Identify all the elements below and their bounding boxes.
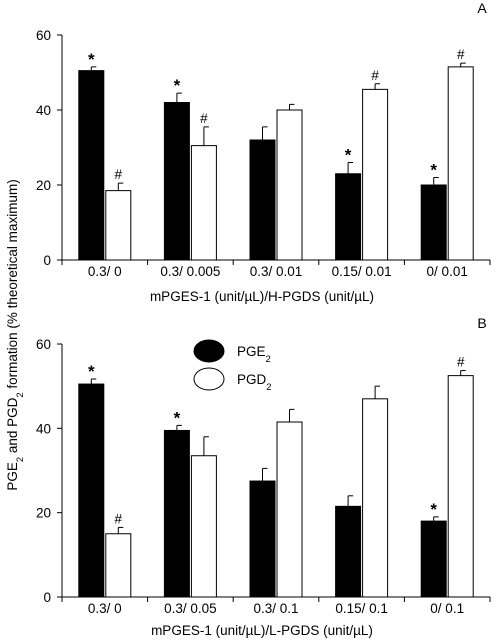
- legend: PGE2 PGD2: [193, 339, 272, 393]
- significance-star: *: [430, 161, 437, 180]
- bar-pgd2: [105, 190, 132, 261]
- y-tick-label: 0: [43, 253, 51, 268]
- significance-star: *: [174, 76, 181, 95]
- legend-label: PGE2: [237, 344, 271, 365]
- bar-pge2: [249, 139, 276, 261]
- significance-star: *: [430, 500, 437, 519]
- bar-pge2: [163, 102, 190, 261]
- x-tick-label: 0.3/ 0.1: [253, 601, 298, 616]
- significance-star: *: [345, 146, 352, 165]
- bar-pgd2: [362, 398, 389, 598]
- x-tick-label: 0.15/ 0.1: [335, 601, 388, 616]
- legend-swatch-pgd2: [193, 367, 225, 391]
- x-tick-label: 0.3/ 0: [88, 601, 122, 616]
- legend-swatch-pge2: [193, 339, 225, 363]
- bar-pgd2: [362, 88, 389, 261]
- y-tick-label: 60: [36, 337, 51, 352]
- significance-hash: #: [457, 355, 465, 370]
- bar-pgd2: [276, 109, 303, 261]
- significance-hash: #: [115, 511, 123, 526]
- bar-pge2: [420, 184, 447, 261]
- chart-panel-b: B mPGES-1 (unit/µL)/L-PGDS (unit/µL) 0 20…: [36, 315, 491, 638]
- panel-label: B: [477, 315, 486, 331]
- chart-panel-a: A mPGES-1 (unit/µL)/H-PGDS (unit/µL) 0 20…: [36, 0, 491, 304]
- x-tick-label: 0/ 0.01: [427, 264, 468, 279]
- x-tick-label: 0.3/ 0.05: [164, 601, 217, 616]
- bar-pge2: [78, 383, 105, 598]
- y-tick-label: 20: [36, 506, 51, 521]
- bar-pge2: [163, 429, 190, 598]
- significance-hash: #: [371, 68, 379, 83]
- bar-pgd2: [276, 421, 303, 598]
- x-axis-label: mPGES-1 (unit/µL)/L-PGDS (unit/µL): [151, 623, 373, 638]
- significance-hash: #: [115, 167, 123, 182]
- y-tick-label: 0: [43, 590, 51, 605]
- x-tick-label: 0.3/ 0: [88, 264, 122, 279]
- bar-pgd2: [105, 533, 132, 598]
- legend-label: PGD2: [237, 372, 272, 393]
- x-tick-label: 0.3/ 0.01: [250, 264, 303, 279]
- y-tick-label: 40: [36, 103, 51, 118]
- significance-star: *: [88, 362, 95, 381]
- panel-label: A: [477, 0, 487, 16]
- x-axis-label: mPGES-1 (unit/µL)/H-PGDS (unit/µL): [150, 289, 374, 304]
- significance-star: *: [88, 50, 95, 69]
- y-tick-label: 40: [36, 421, 51, 436]
- bar-pge2: [78, 70, 105, 261]
- significance-hash: #: [457, 47, 465, 62]
- bar-pge2: [249, 480, 276, 598]
- y-tick-label: 60: [36, 28, 51, 43]
- significance-hash: #: [200, 111, 208, 126]
- x-tick-label: 0.15/ 0.01: [332, 264, 392, 279]
- bar-pgd2: [447, 375, 474, 598]
- y-axis-label: PGE2 and PGD2 formation (% theoretical m…: [5, 179, 26, 490]
- x-tick-label: 0.3/ 0.005: [160, 264, 220, 279]
- x-tick-label: 0/ 0.1: [430, 601, 464, 616]
- bar-pgd2: [190, 145, 217, 261]
- bar-pge2: [335, 173, 362, 261]
- bar-pge2: [335, 505, 362, 598]
- bar-pge2: [420, 520, 447, 598]
- bar-pgd2: [447, 66, 474, 261]
- significance-star: *: [174, 408, 181, 427]
- bar-pgd2: [190, 455, 217, 598]
- y-tick-label: 20: [36, 178, 51, 193]
